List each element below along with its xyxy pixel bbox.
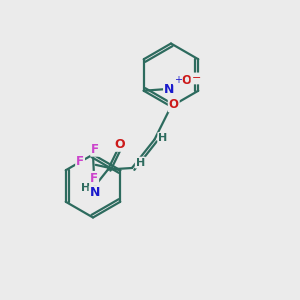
Text: −: − [191,74,201,83]
Text: F: F [90,172,98,185]
Text: O: O [169,98,179,111]
Text: H: H [158,133,167,143]
Text: O: O [115,138,125,151]
Text: +: + [174,75,182,85]
Text: H: H [81,183,90,193]
Text: F: F [76,155,84,168]
Text: N: N [164,83,174,96]
Text: H: H [136,158,145,168]
Text: F: F [91,143,99,156]
Text: O: O [181,74,191,87]
Text: N: N [90,186,100,200]
